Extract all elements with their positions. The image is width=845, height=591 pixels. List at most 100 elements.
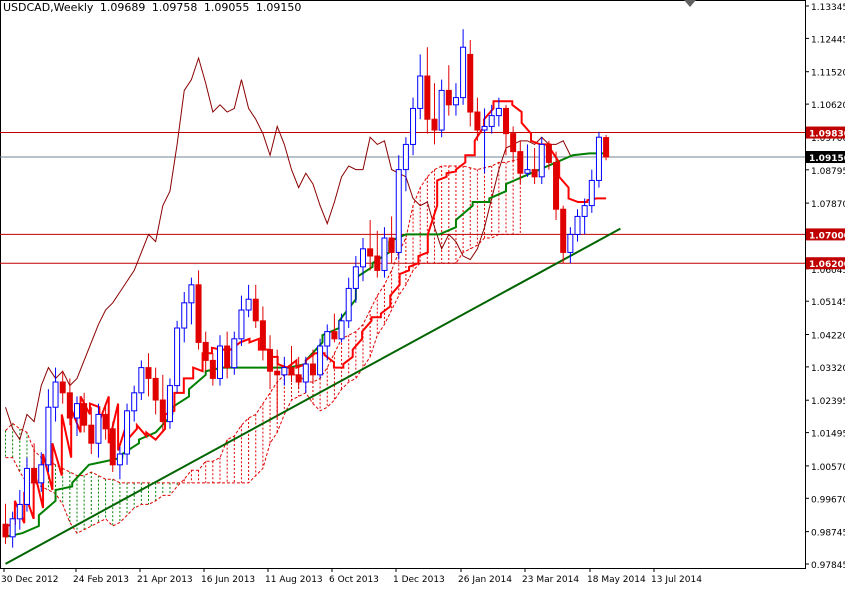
time-tick-label: 23 Mar 2014 — [522, 575, 579, 585]
price-tick-label: 1.12445 — [811, 35, 845, 45]
bear-candle-body — [474, 111, 481, 131]
time-tick-label: 13 Jul 2014 — [651, 575, 702, 585]
bull-candle-body — [460, 46, 467, 99]
bull-candle-body — [495, 107, 502, 117]
bull-candle-body — [324, 331, 331, 347]
time-tick-label: 30 Dec 2012 — [1, 575, 59, 585]
bull-candle-body — [524, 169, 531, 174]
bear-candle-body — [274, 370, 281, 376]
bull-candle-body — [488, 115, 495, 127]
bull-candle-body — [131, 392, 138, 412]
price-tick-label: 1.05145 — [811, 298, 845, 308]
bull-candle-body — [395, 169, 402, 253]
time-tick-label: 16 Jun 2013 — [201, 575, 255, 585]
bear-candle-body — [31, 467, 38, 484]
bull-candle-body — [38, 464, 45, 484]
bull-candle-body — [595, 136, 602, 181]
open-value: 1.09689 — [99, 1, 146, 14]
bull-candle-body — [188, 284, 195, 304]
bull-candle-body — [360, 248, 366, 268]
bull-candle-body — [338, 320, 345, 340]
bull-candle-body — [45, 406, 52, 466]
time-tick-label: 26 Jan 2014 — [458, 575, 512, 585]
bear-candle-body — [510, 133, 517, 153]
high-value: 1.09758 — [151, 1, 198, 14]
bull-candle-body — [381, 237, 388, 271]
bull-candle-body — [538, 143, 545, 178]
current-price-label: 1.09150 — [809, 154, 845, 164]
tenkan-line — [5, 100, 607, 528]
bull-candle-body — [238, 309, 245, 340]
chart-title: USDCAD,Weekly 1.09689 1.09758 1.09055 1.… — [3, 1, 304, 14]
level-label: 1.07000 — [809, 231, 845, 241]
bear-candle-body — [102, 413, 109, 430]
bull-candle-body — [116, 453, 123, 466]
time-tick-label: 18 May 2014 — [587, 575, 646, 585]
current-price-label-box — [806, 151, 845, 164]
bear-candle-body — [259, 320, 266, 351]
level-label-box — [806, 126, 845, 139]
bear-candle-body — [445, 89, 452, 106]
time-axis: 30 Dec 2012 24 Feb 2013 21 Apr 2013 16 Jun … — [1, 568, 702, 585]
bull-candle-body — [245, 298, 252, 311]
close-value: 1.09150 — [255, 1, 302, 14]
bull-candle-body — [231, 338, 238, 369]
bear-candle-body — [288, 367, 295, 376]
price-tick-label: 1.11520 — [811, 69, 845, 79]
bull-candle-body — [317, 345, 324, 376]
price-tick-label: 1.06045 — [811, 266, 845, 276]
bear-candle-body — [81, 403, 88, 426]
bull-candle-body — [95, 413, 102, 444]
price-tick-label: 1.03320 — [811, 364, 845, 374]
bear-candle-body — [367, 248, 374, 257]
price-tick-label: 0.97845 — [811, 561, 845, 571]
kijun-sen — [5, 152, 607, 538]
bear-candle-body — [267, 349, 274, 372]
bull-candle-body — [138, 367, 145, 394]
bull-candle-body — [574, 215, 581, 235]
senkou-span-b — [5, 158, 521, 534]
price-tick-label: 1.00570 — [811, 463, 845, 473]
bear-candle-body — [517, 151, 524, 174]
kijun-line — [5, 152, 607, 538]
tenkan-sen — [5, 100, 607, 528]
bear-candle-body — [603, 137, 610, 158]
chikou-line — [5, 56, 571, 441]
bull-candle-body — [16, 503, 23, 520]
support-trendline — [5, 227, 621, 565]
price-tick-label: 1.10620 — [811, 101, 845, 111]
bear-candle-body — [560, 208, 567, 253]
price-axis: 1.13345 1.12445 1.11520 1.10620 1.09700 1.087… — [805, 3, 845, 571]
scroll-shift-icon[interactable] — [684, 0, 696, 8]
bear-candle-body — [295, 374, 302, 383]
bull-candle-body — [352, 266, 359, 289]
bull-candle-body — [23, 467, 30, 505]
bear-candle-body — [252, 298, 259, 322]
bear-candle-body — [467, 53, 474, 113]
price-tick-label: 1.02395 — [811, 397, 845, 407]
price-tick-label: 1.13345 — [811, 3, 845, 13]
candles — [2, 29, 610, 548]
bear-candle-body — [2, 523, 9, 538]
symbol-label: USDCAD,Weekly — [3, 1, 94, 14]
chikou-span — [5, 56, 571, 441]
low-value: 1.09055 — [203, 1, 250, 14]
price-tick-label: 1.01495 — [811, 430, 845, 440]
bull-candle-body — [588, 179, 595, 207]
bull-candle-body — [417, 75, 424, 109]
bear-candle-body — [424, 75, 431, 120]
chart-frame — [0, 0, 806, 569]
time-tick-label: 21 Apr 2013 — [137, 575, 193, 585]
price-tick-label: 1.07870 — [811, 200, 845, 210]
price-tick-label: 1.09700 — [811, 134, 845, 144]
bull-candle-body — [438, 89, 445, 131]
bull-candle-body — [217, 345, 223, 379]
bull-candle-body — [302, 363, 309, 383]
price-tick-label: 1.08795 — [811, 167, 845, 177]
horizontal-levels — [0, 132, 805, 264]
bull-candle-body — [52, 381, 59, 408]
bull-candle-body — [174, 327, 181, 387]
level-label: 1.09830 — [809, 130, 845, 140]
